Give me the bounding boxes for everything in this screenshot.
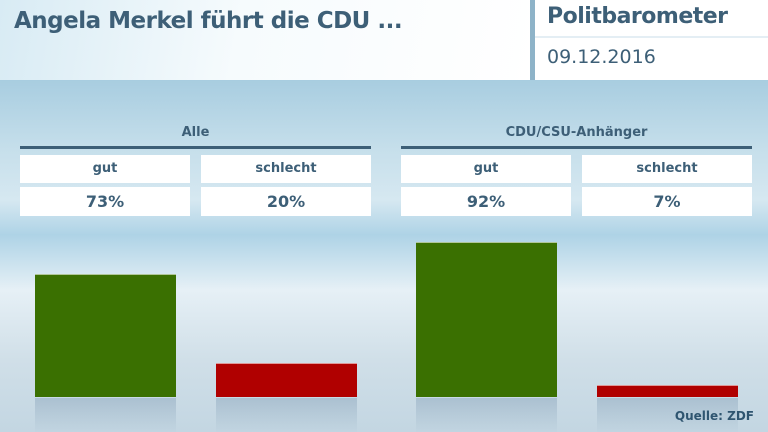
bar-reflection xyxy=(597,398,738,432)
bar-schlecht xyxy=(216,363,357,397)
brand-label: Politbarometer xyxy=(547,4,728,29)
bar-schlecht xyxy=(597,385,738,397)
category-label: schlecht xyxy=(582,155,752,183)
group-label: Alle xyxy=(181,125,210,140)
bar-reflection xyxy=(216,398,357,432)
category-label: gut xyxy=(20,155,190,183)
source-label: Quelle: ZDF xyxy=(674,409,754,423)
bar-gut xyxy=(35,273,176,397)
page-title: Angela Merkel führt die CDU ... xyxy=(14,8,403,34)
value-label: 7% xyxy=(582,187,752,216)
header-divider xyxy=(530,0,535,80)
category-label: schlecht xyxy=(201,155,371,183)
header-separator xyxy=(535,36,768,38)
header-title-panel: Angela Merkel führt die CDU ... xyxy=(0,0,530,80)
group-underline xyxy=(401,146,752,149)
bar-gut xyxy=(416,241,557,397)
value-label: 92% xyxy=(401,187,571,216)
value-label: 73% xyxy=(20,187,190,216)
date-label: 09.12.2016 xyxy=(547,46,656,68)
group-label: CDU/CSU-Anhänger xyxy=(505,125,648,140)
bar-reflection xyxy=(35,398,176,432)
header-brand-panel: Politbarometer 09.12.2016 xyxy=(535,0,768,80)
group-underline xyxy=(20,146,371,149)
bar-reflection xyxy=(416,398,557,432)
value-label: 20% xyxy=(201,187,371,216)
category-label: gut xyxy=(401,155,571,183)
